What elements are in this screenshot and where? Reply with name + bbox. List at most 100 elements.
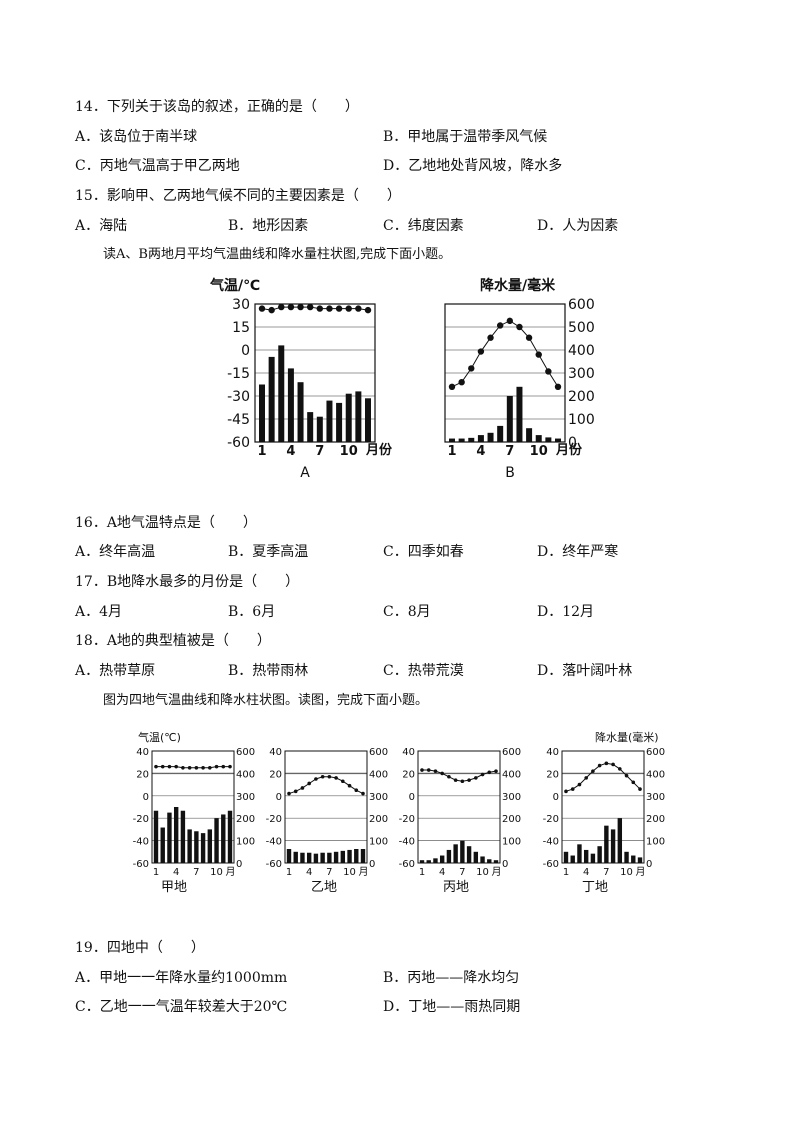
c-yi-precip-bar [306,852,312,863]
c-bing-precip-tick: 0 [502,859,508,870]
b-precip-tick: 400 [568,343,595,359]
c-bing-precip-bar [446,849,452,863]
c-jia-precip-bar [194,831,199,863]
c-yi-precip-bar [354,849,359,863]
c-jia-temp-point [228,764,232,769]
c-yi-temp-point [354,788,359,792]
b-temp-point [535,351,542,358]
chart-b: 降水量/毫米 600 500 400 300 200 100 0 1 4 7 10 月份 B [444,277,595,481]
c-ding-temp-point [591,769,595,773]
c-ding-precip-tick: 100 [646,837,665,848]
caption-jia: 甲地 [161,880,187,895]
c-bing-precip-tick: 600 [502,747,521,758]
b-precip-bar [487,432,494,442]
a-temp-point [316,305,324,312]
c-yi-precip-tick: 300 [369,792,388,803]
c-yi-precip-bar [293,851,298,863]
c-ding-month-tick: 7 [603,867,609,878]
c-jia-temp-point [174,764,178,769]
b-precip-bar [449,438,455,442]
a-temp-tick: 30 [232,297,250,313]
c-ding-temp-tick: -20 [543,814,559,825]
c-jia-temp-point [221,764,226,769]
c-jia-temp-tick: 40 [136,747,149,758]
c-jia-temp-point [181,766,185,770]
c-ding-month-tick: 1 [563,867,569,878]
chart-a-temp-line [261,306,369,311]
q17-option-d: D．12月 [537,604,595,620]
q14-option-b: B．甲地属于温带季风气候 [383,129,548,145]
c-yi-precip-bar [347,849,352,863]
c-yi-temp-point [347,783,352,788]
c-ding-month-unit: 月 [636,866,646,878]
b-precip-bar [458,438,465,442]
a-precip-bar [355,391,362,442]
c-jia-precip-bar [180,810,186,863]
b-precip-bar [545,437,552,442]
c-jia-precip-tick: 400 [236,769,255,780]
c-jia-temp-tick: 0 [143,792,149,803]
c-jia-precip-bar [160,827,165,863]
c-ding-precip-bar [637,857,643,863]
c-bing-temp-tick: -60 [399,859,415,870]
fig4-temp-axis-title: 气温(℃) [138,730,181,744]
c-yi-precip-tick: 100 [369,837,388,848]
q19-option-b: B．丙地——降水均匀 [383,970,520,986]
chart-b-axis-title: 降水量/毫米 [480,277,556,294]
c-yi-temp-line [288,776,364,795]
q17-stem: 17．B地降水最多的月份是（ ） [75,574,300,590]
a-temp-point [297,303,304,311]
c-bing-month-tick: 1 [419,867,425,878]
c-ding-precip-bar [597,846,602,863]
b-precip-tick: 600 [568,297,595,313]
c-jia-temp-tick: -40 [133,837,149,848]
a-temp-tick: -60 [227,435,250,451]
b-temp-point [468,365,475,372]
b-temp-point [506,317,514,325]
c-bing-precip-tick: 300 [502,792,521,803]
c-yi-month-tick: 4 [306,867,312,878]
c-bing-precip-tick: 100 [502,837,521,848]
b-precip-bar [555,438,561,442]
c-bing-month-tick: 7 [459,867,465,878]
c-yi-temp-point [320,774,325,779]
c-ding-precip-bar [631,855,636,863]
q17-option-a: A．4月 [75,604,123,620]
c-bing-temp-point [433,769,438,773]
intro-four: 图为四地气温曲线和降水柱状图。读图，完成下面小题。 [103,693,429,708]
c-ding-temp-point [570,787,575,791]
c-yi-temp-point [300,786,305,790]
intro-ab: 读A、B两地月平均气温曲线和降水量柱状图,完成下面小题。 [103,247,452,262]
b-precip-tick: 100 [568,412,595,428]
c-yi-temp-tick: -60 [266,859,282,870]
c-jia-precip-tick: 0 [236,859,242,870]
a-temp-point [287,303,295,311]
c-ding-precip-bar [563,851,569,863]
c-jia-precip-bar [167,812,172,863]
c-jia-precip-bar [207,829,213,863]
c-ding-temp-tick: 20 [546,769,559,780]
c-yi-temp-tick: 40 [269,747,282,758]
c-ding-precip-bar [570,855,575,863]
c-jia-precip-tick: 600 [236,747,255,758]
q15-option-d: D．人为因素 [537,218,619,234]
caption-bing: 丙地 [443,880,469,895]
a-temp-point [355,305,362,312]
a-month-tick: 7 [315,444,324,459]
c-bing-precip-bar [419,860,425,863]
c-yi-temp-tick: -20 [266,814,282,825]
c-ding-temp-point [638,787,642,791]
b-precip-bar [506,396,513,442]
q15-stem: 15．影响甲、乙两地气候不同的主要因素是（ ） [75,188,401,204]
a-precip-bar [316,416,323,442]
a-precip-bar [326,400,333,442]
c-bing-temp-point [447,774,451,779]
q15-option-c: C．纬度因素 [383,218,464,234]
c-jia-frame [151,750,235,864]
c-yi-temp-tick: 20 [269,769,282,780]
a-precip-bar [307,412,314,442]
chart-a-month-unit: 月份 [365,442,393,458]
a-temp-point [335,305,343,312]
